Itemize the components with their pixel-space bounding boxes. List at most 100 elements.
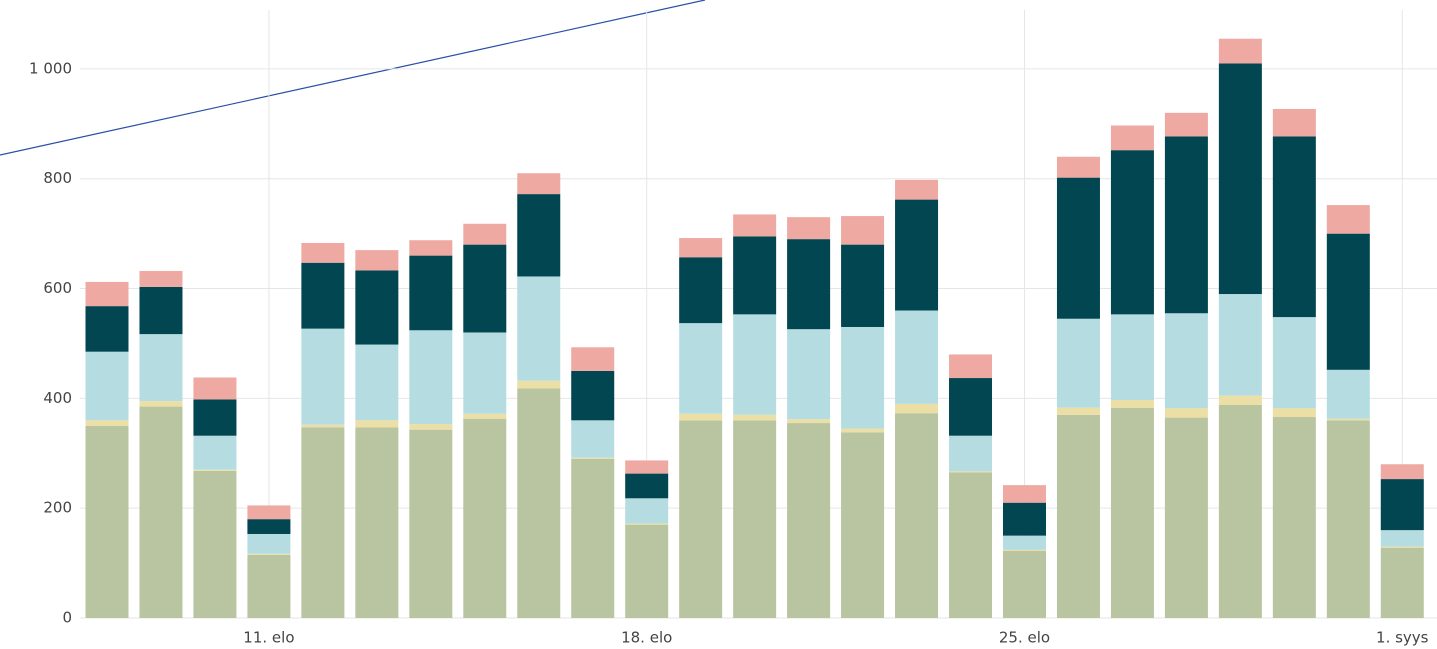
bar-segment [1110,314,1154,401]
bar-segment [517,388,561,618]
bar-segment [193,435,237,470]
y-tick-label: 600 [43,279,72,297]
bar-segment [625,498,669,524]
bar-segment [733,214,777,237]
bar-segment [679,420,723,618]
bar-segment [841,216,885,245]
bar-segment [85,306,129,352]
y-tick-label: 800 [43,169,72,187]
bar-segment [247,553,291,555]
bar-segment [409,330,453,425]
bar-segment [247,554,291,618]
bar-segment [733,236,777,315]
bar-segment [1056,407,1100,415]
bar-segment [247,505,291,520]
bar-segment [355,420,399,428]
bar-segment [85,420,129,426]
bar-segment [301,262,345,329]
bar-segment [355,344,399,421]
bar-segment [1218,294,1262,396]
bar-segment [895,403,939,414]
bar-segment [1056,414,1100,618]
bar-segment [1326,418,1370,421]
bar-segment [625,524,669,618]
bar-segment [1002,502,1046,536]
bar-segment [139,406,183,618]
bar-segment [733,314,777,415]
y-tick-label: 400 [43,389,72,407]
bar-segment [1164,313,1208,409]
bar-segment [463,418,507,618]
bar-segment [247,519,291,534]
bar-segment [517,194,561,277]
bar-segment [841,432,885,618]
bar-segment [85,425,129,618]
bar-segment [1110,407,1154,618]
bar-segment [85,281,129,307]
bar-segment [193,470,237,618]
bar-segment [571,457,615,459]
bar-segment [1272,408,1316,418]
bar-segment [1002,549,1046,552]
y-tick-label: 1 000 [29,59,72,77]
bar-segment [1218,395,1262,405]
bar-segment [193,469,237,471]
x-tick-label: 1. syys [1376,629,1429,647]
bar-segment [895,199,939,311]
bar-segment [1164,417,1208,618]
bar-segment [517,173,561,195]
bar-segment [841,428,885,433]
bar-segment [463,413,507,419]
bar-segment [1218,38,1262,64]
bar-segment [949,354,993,379]
bar-segment [1164,112,1208,137]
y-tick-label: 0 [62,609,72,627]
bar-segment [1218,63,1262,295]
bar-segment [301,424,345,428]
bar-segment [409,240,453,256]
bar-segment [463,244,507,333]
bar-segment [1380,546,1424,548]
bar-segment [1002,535,1046,550]
bar-segment [949,471,993,473]
bar-segment [1326,369,1370,419]
bar-segment [787,329,831,420]
bar-segment [85,351,129,421]
bar-segment [733,414,777,421]
bar-segment [1218,404,1262,618]
bar-segment [571,458,615,618]
x-tick-label: 18. elo [621,629,672,647]
bar-segment [1110,125,1154,151]
bar-segment [895,413,939,618]
bar-segment [463,332,507,414]
bar-segment [841,326,885,429]
bar-segment [355,250,399,271]
bar-segment [625,473,669,499]
bar-segment [1056,156,1100,178]
bar-segment [679,238,723,258]
bar-segment [517,276,561,381]
bar-segment [1380,530,1424,547]
bar-segment [733,420,777,618]
bar-segment [193,399,237,436]
bar-segment [1002,485,1046,503]
bar-segment [1326,233,1370,370]
bar-segment [1326,205,1370,234]
bar-segment [355,270,399,345]
bar-segment [679,257,723,324]
bar-segment [787,419,831,424]
bar-segment [1110,400,1154,408]
bar-segment [1380,464,1424,480]
bar-segment [949,378,993,436]
x-tick-label: 11. elo [243,629,294,647]
bar-segment [301,242,345,263]
bar-segment [679,413,723,421]
bar-segment [1056,318,1100,408]
bar-segment [463,223,507,245]
bar-segment [409,424,453,430]
bar-segment [571,347,615,371]
bar-segment [355,427,399,618]
bar-segment [139,270,183,287]
bar-segment [1002,551,1046,618]
